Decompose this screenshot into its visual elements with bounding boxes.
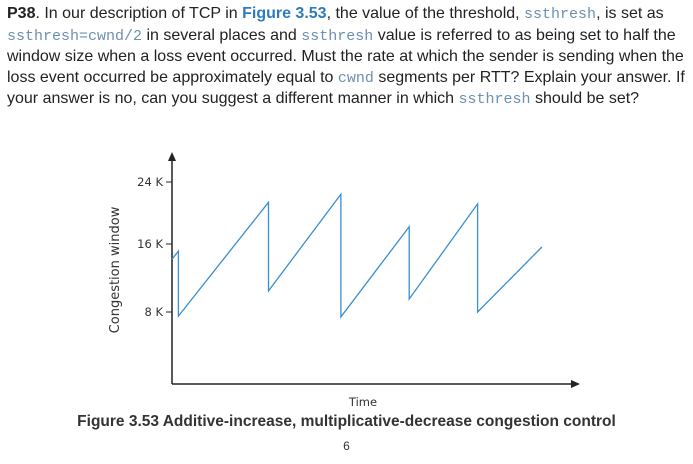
problem-text-part: should be set?	[530, 90, 640, 107]
problem-label: P38	[7, 5, 36, 22]
code-ssthresh: ssthresh	[458, 91, 531, 108]
y-axis-arrow	[168, 152, 176, 161]
problem-text: P38. In our description of TCP in Figure…	[7, 4, 687, 111]
figure-link[interactable]: Figure 3.53	[242, 5, 327, 22]
problem-text-part: value is referred to as being set to hal…	[7, 26, 684, 86]
congestion-window-series	[171, 192, 543, 319]
y-tick-label: 8 K	[144, 305, 163, 319]
x-axis-label: Time	[348, 395, 377, 409]
y-tick-label: 16 K	[137, 237, 163, 251]
y-tick-label: 24 K	[137, 175, 163, 189]
figure-caption: Figure 3.53 Additive-increase, multiplic…	[77, 413, 616, 430]
code-ssthresh: ssthresh	[301, 27, 374, 45]
problem-text-part: , is set as	[596, 5, 664, 22]
problem-text-part: in several places and	[142, 26, 302, 44]
problem-text-part: segments per RTT? Explain your answer. I…	[7, 68, 685, 108]
problem-text-part: , the value of the threshold,	[326, 5, 525, 22]
code-cwnd: cwnd	[337, 69, 374, 87]
code-ssthresh-formula: ssthresh=cwnd/2	[7, 27, 143, 45]
problem-text-part: . In our description of TCP in	[35, 5, 243, 22]
code-ssthresh: ssthresh	[524, 6, 597, 23]
x-axis-arrow	[571, 380, 580, 388]
page-number: 6	[343, 439, 350, 453]
y-axis-label: Congestion window	[108, 206, 123, 333]
